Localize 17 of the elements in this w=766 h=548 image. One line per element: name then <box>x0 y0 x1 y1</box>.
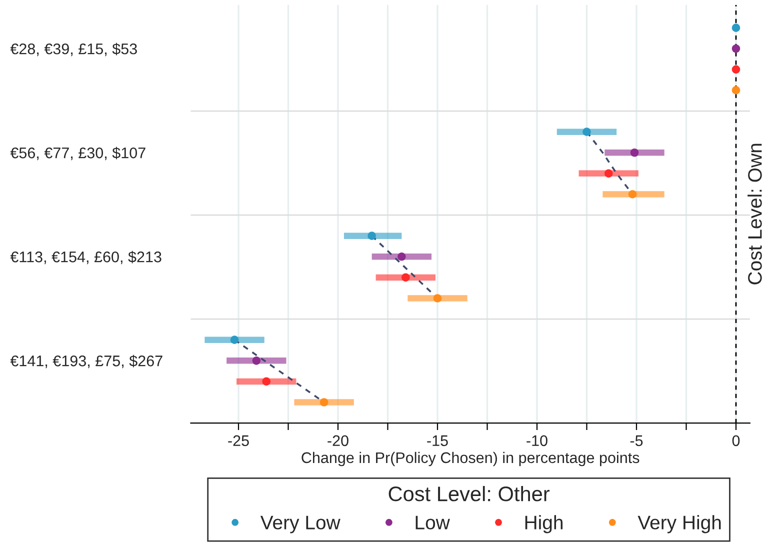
x-tick-label: -15 <box>427 435 448 446</box>
legend-title: Cost Level: Other <box>388 486 550 502</box>
x-axis-title: Change in Pr(Policy Chosen) in percentage points <box>302 452 640 466</box>
y-tick-label: €28, €39, £15, $53 <box>10 42 137 56</box>
legend-label: Very High <box>638 515 721 534</box>
x-tick-label: -25 <box>228 435 249 446</box>
x-tick-label: -10 <box>526 435 548 446</box>
legend-label: Low <box>416 516 450 530</box>
y2-axis-title: Cost Level: Own <box>748 144 762 284</box>
y-tick-label: €141, €193, £75, $267 <box>10 354 162 368</box>
y-tick-label: €113, €154, £60, $213 <box>10 250 162 264</box>
y-tick-label: €56, €77, £30, $107 <box>10 146 146 160</box>
x-tick-label: -5 <box>630 435 643 446</box>
legend-label: Very Low <box>260 516 340 534</box>
legend-label: High <box>525 515 563 534</box>
x-tick-label: 0 <box>732 435 740 446</box>
x-tick-label: -20 <box>328 435 348 446</box>
